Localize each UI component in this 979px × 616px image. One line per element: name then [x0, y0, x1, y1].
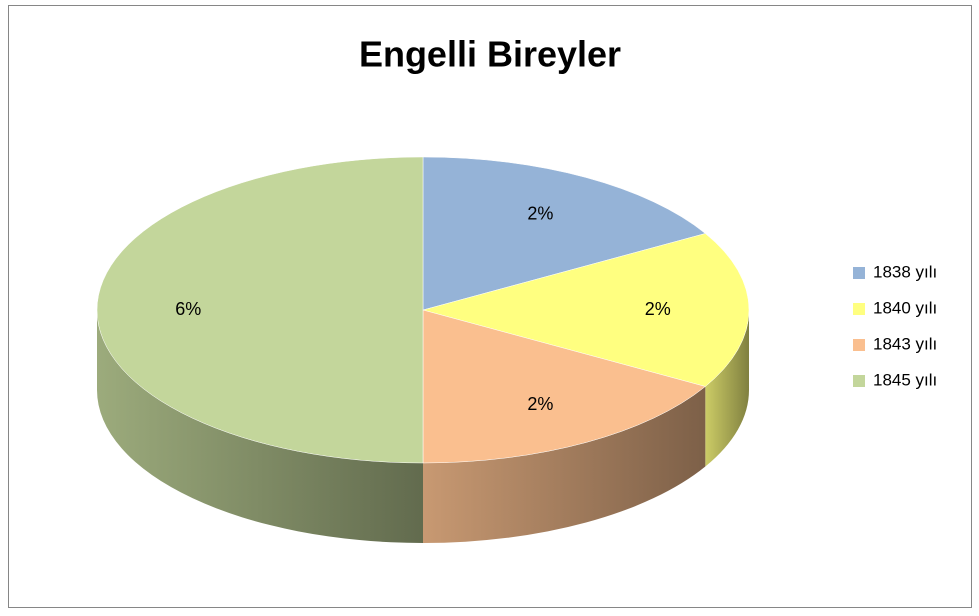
data-label: 2%	[645, 299, 671, 319]
legend-swatch	[853, 375, 865, 387]
pie-slice-side	[423, 386, 706, 543]
pie-slice	[422, 309, 706, 464]
pie-slice-side	[97, 310, 423, 543]
legend-swatch	[853, 339, 865, 351]
legend-label: 1838 yılı	[873, 262, 937, 281]
legend-label: 1840 yılı	[873, 298, 937, 317]
pie-slice	[422, 233, 750, 387]
data-label: 2%	[527, 203, 553, 223]
data-label: 6%	[175, 299, 201, 319]
legend-label: 1843 yılı	[873, 334, 937, 353]
chart-title: Engelli Bireyler	[359, 34, 621, 75]
legend-label: 1845 yılı	[873, 370, 937, 389]
legend-swatch	[853, 303, 865, 315]
pie-slice	[96, 156, 424, 464]
pie-slice	[422, 156, 706, 311]
data-label: 2%	[527, 394, 553, 414]
pie-slice-side	[705, 310, 749, 467]
legend-swatch	[853, 267, 865, 279]
